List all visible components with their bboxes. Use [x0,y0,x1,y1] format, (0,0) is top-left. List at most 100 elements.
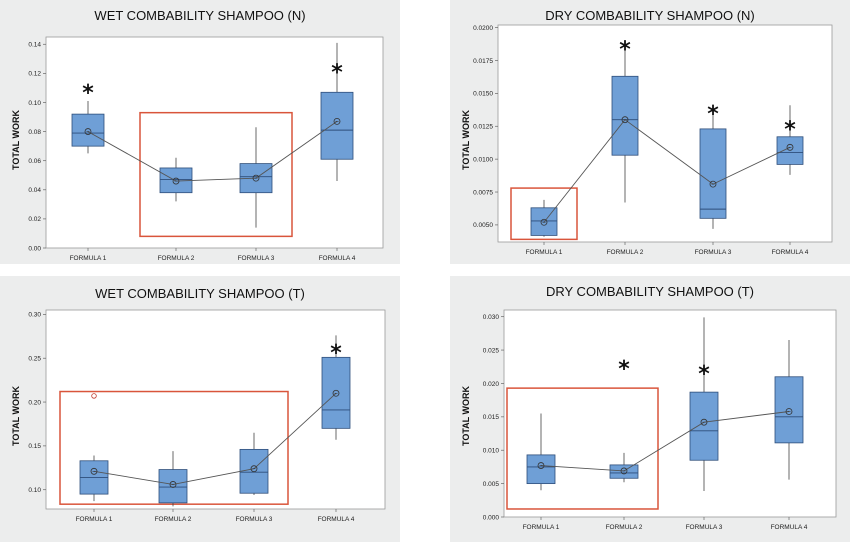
chart-title: WET COMBABILITY SHAMPOO (N) [94,8,305,23]
mean-marker [540,218,548,226]
mean-line [543,119,791,223]
box-iqr [611,75,639,156]
box-2 [609,452,639,483]
mean-marker [621,116,629,124]
y-tick-label: 0.10 [28,487,41,494]
mean-marker [786,143,794,151]
x-tick-label: FORMULA 2 [606,524,643,531]
y-tick-label: 0.04 [28,187,41,194]
chart-panel-wet-t: WET COMBABILITY SHAMPOO (T) TOTAL WORK 0… [0,276,400,542]
mean-marker [332,389,340,397]
y-tick-label: 0.030 [483,314,500,321]
box-iqr [699,128,727,219]
x-tick-label: FORMULA 4 [772,249,809,256]
x-tick-label: FORMULA 4 [771,524,808,531]
box-iqr [530,207,558,236]
mean-marker [169,481,177,488]
y-tick-label: 0.10 [28,100,41,107]
x-tick-label: FORMULA 3 [238,255,275,262]
x-tick-label: FORMULA 4 [319,255,356,262]
chart-panel-dry-t: DRY COMBABILITY SHAMPOO (T) TOTAL WORK 0… [450,276,850,542]
y-tick-label: 0.000 [483,514,500,521]
mean-marker [709,180,717,188]
x-tick-label: FORMULA 2 [158,255,195,262]
box-3 [689,317,719,491]
chart-svg-wet-t: WET COMBABILITY SHAMPOO (T) TOTAL WORK 0… [11,286,386,523]
chart-svg-wet-n: WET COMBABILITY SHAMPOO (N) TOTAL WORK 0… [11,8,384,262]
box-2 [158,451,188,507]
significance-star: * [330,341,342,366]
outlier-marker [91,393,97,399]
box-iqr [774,376,804,444]
mean-marker [172,177,180,185]
mean-marker [620,467,628,475]
box-1 [530,199,558,237]
x-tick-label: FORMULA 1 [526,249,563,256]
chart-title: DRY COMBABILITY SHAMPOO (T) [546,284,754,299]
x-tick-label: FORMULA 2 [155,516,192,523]
box-iqr [71,113,105,147]
mean-marker [252,174,260,182]
box-1 [71,101,105,154]
x-tick-label: FORMULA 3 [236,516,273,523]
significance-star: * [784,118,796,143]
chart-panel-dry-n: DRY COMBABILITY SHAMPOO (N) TOTAL WORK 0… [450,0,850,264]
significance-star: * [619,37,631,62]
x-tick-label: FORMULA 2 [607,249,644,256]
y-tick-label: 0.0050 [473,222,493,229]
mean-line [540,411,790,472]
box-iqr [689,391,719,461]
highlight-box [506,387,659,510]
box-3 [699,110,727,229]
box-iqr [526,454,556,485]
x-tick-label: FORMULA 1 [76,516,113,523]
mean-line [93,392,337,485]
plot-area [497,24,833,243]
y-tick-label: 0.14 [28,42,41,49]
x-tick-label: FORMULA 3 [686,524,723,531]
y-tick-label: 0.0175 [473,58,493,65]
significance-star: * [331,60,343,85]
box-iqr [158,469,188,504]
box-iqr [321,356,351,429]
y-tick-label: 0.30 [28,312,41,319]
y-tick-label: 0.25 [28,356,41,363]
mean-marker [537,462,545,469]
y-tick-label: 0.20 [28,399,41,406]
mean-marker [700,418,708,426]
y-tick-label: 0.0100 [473,156,493,163]
y-tick-label: 0.02 [28,216,41,223]
y-axis-label: TOTAL WORK [11,386,21,446]
chart-svg-dry-n: DRY COMBABILITY SHAMPOO (N) TOTAL WORK 0… [461,8,833,256]
box-2 [611,47,639,203]
y-tick-label: 0.020 [483,381,500,388]
chart-title: DRY COMBABILITY SHAMPOO (N) [545,8,755,23]
significance-star: * [707,102,719,127]
box-1 [526,413,556,491]
y-axis-label: TOTAL WORK [461,110,471,170]
y-tick-label: 0.15 [28,443,41,450]
box-4 [776,105,804,175]
chart-panel-wet-n: WET COMBABILITY SHAMPOO (N) TOTAL WORK 0… [0,0,400,264]
mean-line [87,121,338,182]
y-axis-label: TOTAL WORK [11,110,21,170]
mean-marker [785,408,793,415]
y-axis-label: TOTAL WORK [461,386,471,446]
y-tick-label: 0.00 [28,245,41,252]
mean-marker [250,465,258,473]
y-tick-label: 0.0125 [473,124,493,131]
x-tick-label: FORMULA 3 [695,249,732,256]
significance-star: * [698,362,710,387]
mean-marker [333,118,341,125]
highlight-box [139,111,293,238]
chart-title: WET COMBABILITY SHAMPOO (T) [95,286,305,301]
y-tick-label: 0.0075 [473,189,493,196]
highlight-box [59,390,289,505]
x-tick-label: FORMULA 1 [523,524,560,531]
x-tick-label: FORMULA 4 [318,516,355,523]
significance-star: * [618,357,630,382]
y-tick-label: 0.025 [483,347,500,354]
box-4 [321,335,351,440]
mean-marker [90,467,98,475]
box-iqr [320,91,354,160]
